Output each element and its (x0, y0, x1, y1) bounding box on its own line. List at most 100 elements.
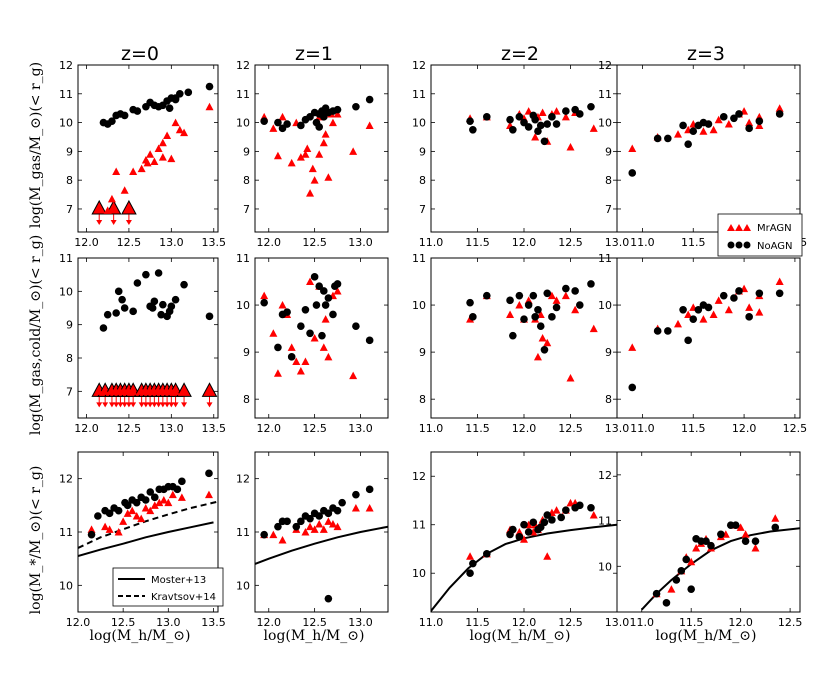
noagn-point (292, 522, 301, 531)
mragn-point (101, 522, 110, 531)
y-tick-label: 10 (59, 117, 73, 130)
noagn-point (184, 88, 193, 97)
noagn-point (730, 294, 738, 302)
panel-r1-c1: 12.0 12.5 13.0 8 9 10 11 (236, 252, 389, 435)
noagn-point (312, 301, 321, 309)
x-tick-label: 12.0 (74, 236, 99, 249)
y-tick-label: 9 (605, 346, 612, 359)
mragn-point (205, 102, 214, 111)
mragn-point (533, 352, 542, 361)
noagn-point (775, 289, 784, 298)
noagn-point (173, 485, 182, 494)
mragn-point (306, 189, 315, 197)
upper-limit-arrow-head (138, 402, 145, 408)
legend-kravtsov-label: Kravtsov+14 (151, 592, 216, 603)
x-tick-label: 13.5 (202, 236, 227, 249)
y-tick-label: 8 (243, 393, 250, 406)
noagn-point (178, 477, 186, 486)
noagn-point (524, 123, 533, 131)
noagn-point (506, 115, 514, 124)
y-tick-label: 9 (243, 145, 250, 158)
y-tick-label: 10 (412, 567, 426, 580)
mragn-point (755, 121, 764, 129)
moster13-curve (255, 525, 388, 565)
mragn-point (324, 173, 333, 181)
mragn-point (775, 104, 784, 112)
legend-noagn-marker (727, 241, 751, 249)
noagn-point (587, 503, 595, 512)
mragn-point (119, 517, 128, 525)
mragn-point (714, 115, 723, 124)
noagn-point (543, 511, 552, 519)
mragn-point (95, 387, 104, 395)
noagn-point (315, 282, 324, 291)
y-tick-label: 7 (66, 203, 73, 216)
noagn-point (506, 296, 514, 305)
x-tick-label: 13.0 (159, 236, 184, 249)
y-tick-label: 11 (412, 88, 426, 101)
noagn-point (329, 310, 337, 319)
noagn-point (771, 523, 780, 532)
noagn-point (120, 111, 129, 120)
upper-limit-arrow-head (125, 402, 132, 408)
legend-mragn-label: MrAGN (757, 223, 792, 234)
mragn-point (745, 303, 754, 311)
y-tick-label: 7 (605, 203, 612, 216)
noagn-point (731, 521, 740, 529)
legend-mragn-marker (727, 224, 751, 231)
y-tick-label: 12 (412, 59, 426, 72)
noagn-point (99, 324, 108, 332)
x-tick-label: 11.0 (630, 236, 655, 249)
noagn-point (132, 498, 141, 507)
noagn-point (515, 533, 524, 541)
x-tick-label: 13.0 (348, 616, 373, 629)
mragn-point (269, 530, 278, 539)
panel-frame (616, 257, 801, 419)
mragn-point (709, 310, 718, 318)
mragn-point (296, 366, 305, 375)
upper-limit-arrow-head (181, 402, 188, 408)
mragn-point (333, 522, 342, 531)
noagn-point (548, 516, 556, 524)
noagn-point (524, 301, 533, 309)
noagn-point (536, 322, 545, 331)
mragn-point (751, 544, 760, 552)
x-tick-label: 12.5 (117, 422, 142, 435)
panel-r0-c1: 12.0 12.5 13.0 7 8 9 10 11 12 (236, 59, 389, 249)
col-title-z1: z=1 (295, 43, 333, 65)
x-tick-label: 11.5 (465, 236, 490, 249)
y-tick-label: 8 (605, 393, 612, 406)
mragn-point (538, 334, 547, 342)
mragn-point (296, 153, 305, 161)
ylabel-row-gas: log(M_gas/M_⊙)(< r_g) (28, 62, 44, 228)
mragn-point (745, 118, 754, 127)
noagn-point (741, 537, 750, 545)
noagn-point (260, 530, 268, 539)
noagn-point (679, 305, 687, 314)
mragn-point (278, 112, 287, 121)
noagn-point (287, 353, 296, 361)
mragn-point (333, 109, 342, 118)
mragn-point (301, 357, 310, 366)
upper-limit-arrow-head (147, 402, 154, 408)
upper-limit-arrow-head (142, 402, 149, 408)
xlabel-col-z1: log(M_h/M_⊙) (264, 628, 365, 644)
x-tick-label: 13.0 (156, 616, 181, 629)
mragn-point (129, 387, 138, 395)
mragn-point (628, 144, 637, 152)
y-tick-label: 10 (236, 299, 250, 312)
x-tick-label: 13.0 (348, 236, 373, 249)
x-tick-label: 13.5 (201, 616, 226, 629)
noagn-point (133, 279, 142, 287)
noagn-point (552, 303, 561, 312)
noagn-point (333, 280, 342, 288)
upper-limit-arrow-head (117, 402, 124, 408)
noagn-point (142, 270, 150, 279)
noagn-point (167, 302, 176, 311)
mragn-point (168, 490, 177, 499)
y-tick-label: 11 (59, 88, 73, 101)
noagn-point (684, 140, 692, 148)
y-tick-label: 11 (412, 519, 426, 532)
noagn-point (365, 336, 374, 345)
mragn-point (180, 128, 189, 137)
